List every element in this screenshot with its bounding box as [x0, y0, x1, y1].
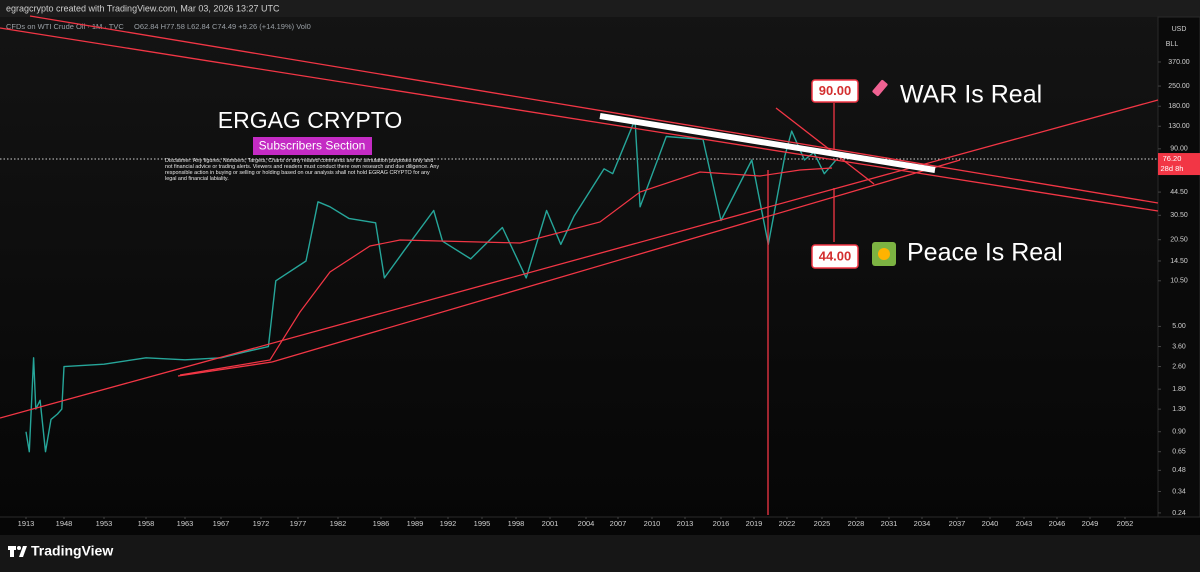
white-trend-line [599, 113, 936, 173]
x-tick-label: 2022 [779, 519, 796, 528]
x-tick-label: 1986 [373, 519, 390, 528]
section: Subscribers Section [259, 139, 366, 153]
x-tick-label: 2046 [1049, 519, 1066, 528]
moving-average [179, 167, 833, 376]
x-tick-label: 2004 [578, 519, 595, 528]
x-tick-label: 1982 [330, 519, 347, 528]
x-tick-label: 1948 [56, 519, 73, 528]
x-tick-label: 1998 [508, 519, 525, 528]
x-tick-label: 2052 [1117, 519, 1134, 528]
trend-line [0, 27, 1159, 212]
currency: USD [1172, 26, 1187, 33]
war-text: WAR Is Real [900, 81, 1042, 109]
x-tick-label: 2013 [677, 519, 694, 528]
x-tick-label: 1977 [290, 519, 307, 528]
x-tick-label: 1995 [474, 519, 491, 528]
y-tick-label: 0.24 [1172, 510, 1186, 517]
x-tick-label: 1913 [18, 519, 35, 528]
x-tick-label: 1967 [213, 519, 230, 528]
y-tick-label: 2.60 [1172, 363, 1186, 370]
y-tick-label: 1.80 [1172, 386, 1186, 393]
peace-target: 44.00 [819, 248, 852, 263]
logo [8, 546, 27, 557]
y-tick-label: 130.00 [1168, 123, 1190, 130]
x-tick-label: 2028 [848, 519, 865, 528]
y-tick-label: 0.90 [1172, 429, 1186, 436]
y-tick-label: 0.65 [1172, 449, 1186, 456]
ohlc-legend: O62.84 H77.58 L62.84 C74.49 +9.26 (+14.1… [134, 22, 311, 31]
section-badge [253, 137, 372, 155]
y-tick-label: 250.00 [1168, 83, 1190, 90]
peace-text: Peace Is Real [907, 239, 1063, 267]
unit: BLL [1166, 41, 1179, 48]
footer-brand: TradingView [31, 543, 113, 559]
peace-target-box [811, 244, 859, 269]
trend-line [775, 107, 875, 185]
x-tick-label: 2037 [949, 519, 966, 528]
x-tick-label: 2034 [914, 519, 931, 528]
trend-line [177, 361, 273, 377]
x-tick-label: 2001 [542, 519, 559, 528]
x-tick-label: 2031 [881, 519, 898, 528]
y-tick-label: 30.50 [1170, 212, 1188, 219]
y-tick-label: 5.00 [1172, 323, 1186, 330]
x-tick-label: 1972 [253, 519, 270, 528]
x-tick-label: 2043 [1016, 519, 1033, 528]
price-axis [1157, 16, 1200, 518]
pencil-icon [872, 79, 888, 97]
header-bar [0, 0, 1200, 17]
y-tick-label: 0.48 [1172, 467, 1186, 474]
brand: ERGAG CRYPTO [218, 107, 402, 133]
countdown: 28d 8h [1161, 164, 1184, 173]
y-tick-label: 0.34 [1172, 488, 1186, 495]
footer-bar [0, 535, 1200, 572]
x-tick-label: 2049 [1082, 519, 1099, 528]
x-tick-label: 1953 [96, 519, 113, 528]
x-tick-label: 2016 [713, 519, 730, 528]
y-tick-label: 1.30 [1172, 406, 1186, 413]
y-tick-label: 180.00 [1168, 103, 1190, 110]
y-tick-label: 44.50 [1170, 189, 1188, 196]
last-price-box [1158, 153, 1200, 176]
plot [0, 118, 1158, 453]
x-tick-label: 1963 [177, 519, 194, 528]
x-tick-label: 2019 [746, 519, 763, 528]
war-target: 90.00 [819, 83, 852, 98]
trend-line [0, 99, 1159, 419]
logo-mark [10, 546, 14, 557]
y-tick-label: 10.50 [1170, 278, 1188, 285]
header-text: egragcrypto created with TradingView.com… [6, 3, 280, 13]
x-tick-label: 1992 [440, 519, 457, 528]
x-tick-label: 1989 [407, 519, 424, 528]
price-line [25, 118, 837, 453]
x-tick-label: 2010 [644, 519, 661, 528]
x-tick-label: 2025 [814, 519, 831, 528]
trend-line [29, 15, 1159, 204]
logo-mark [17, 546, 21, 550]
trend-lines [0, 15, 1159, 515]
last-price-label: 76.20 [1163, 154, 1182, 163]
x-tick-label: 2040 [982, 519, 999, 528]
trend-line [271, 159, 961, 363]
y-tick-label: 20.50 [1170, 237, 1188, 244]
symbol-title: CFDs on WTI Crude Oil · 1M · TVC [6, 22, 124, 31]
x-tick-label: 1958 [138, 519, 155, 528]
x-tick-label: 2007 [610, 519, 627, 528]
disclaimer: Disclaimer: Any figures, Numbers, Target… [165, 158, 440, 182]
logo-mark [19, 546, 27, 557]
y-tick-label: 14.50 [1170, 258, 1188, 265]
y-tick-label: 3.60 [1172, 343, 1186, 350]
war-target-box [811, 79, 859, 103]
y-tick-label: 90.00 [1170, 146, 1188, 153]
sunrise-sun [878, 248, 890, 260]
y-tick-label: 370.00 [1168, 59, 1190, 66]
